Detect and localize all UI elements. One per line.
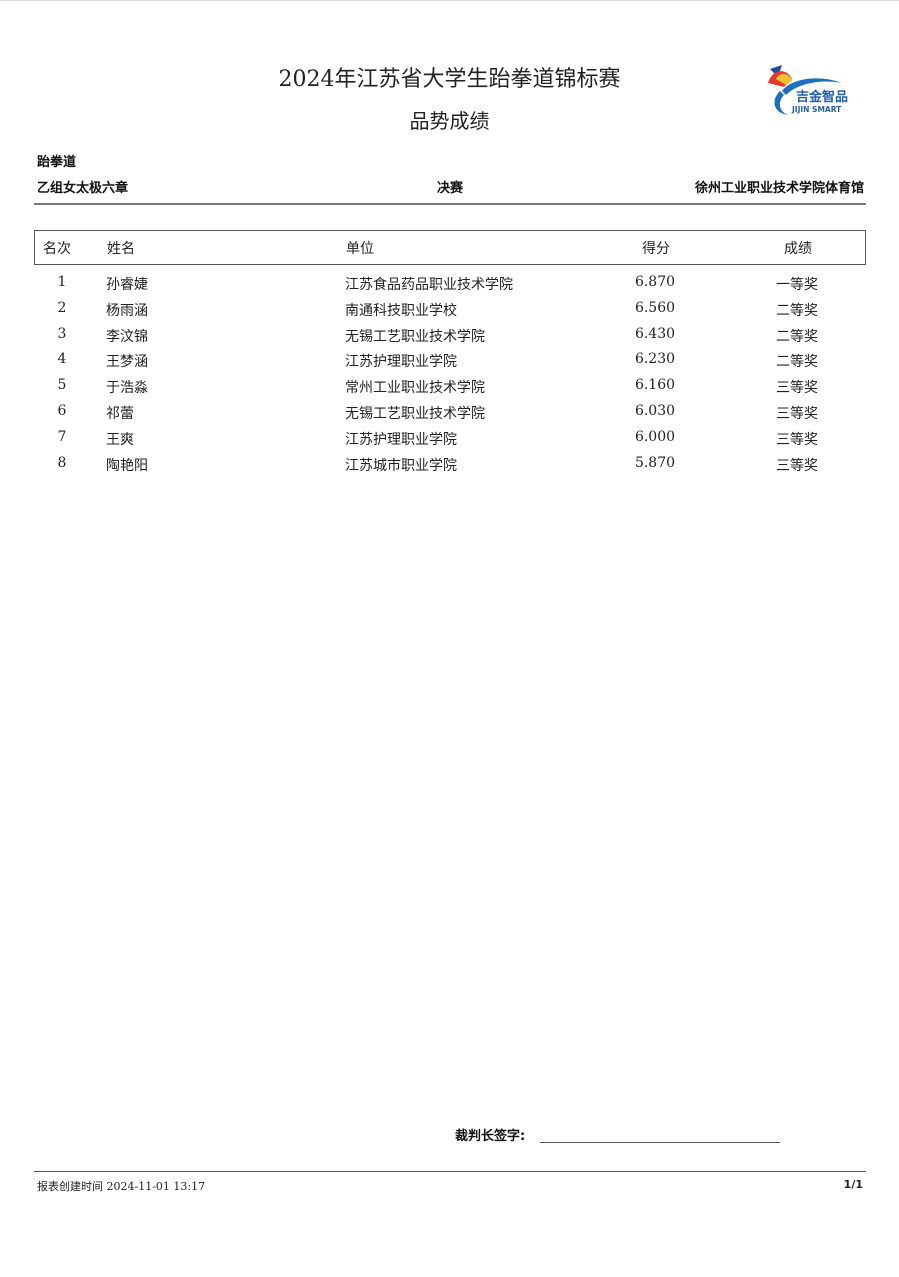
cell-rank: 3 xyxy=(57,325,67,342)
header-divider xyxy=(34,203,866,205)
cell-name: 杨雨涵 xyxy=(106,302,148,319)
cell-grade: 三等奖 xyxy=(776,406,818,422)
table-row: 8 陶艳阳 江苏城市职业学院 5.870 三等奖 xyxy=(0,451,899,477)
svg-text:JIJIN SMART: JIJIN SMART xyxy=(791,105,842,114)
column-header-grade: 成绩 xyxy=(784,241,812,257)
cell-rank: 2 xyxy=(57,299,67,316)
column-header-score: 得分 xyxy=(642,241,670,257)
cell-rank: 8 xyxy=(57,454,67,471)
cell-rank: 1 xyxy=(57,274,67,290)
table-row: 7 王爽 江苏护理职业学院 6.000 三等奖 xyxy=(0,425,899,451)
cell-score: 6.430 xyxy=(634,325,676,342)
cell-score: 6.000 xyxy=(634,428,676,445)
table-header: 名次 姓名 单位 得分 成绩 xyxy=(34,230,866,265)
cell-score: 6.870 xyxy=(634,274,676,290)
cell-name: 李汶锦 xyxy=(106,328,148,345)
cell-score: 6.230 xyxy=(634,351,676,368)
venue-label: 徐州工业职业技术学院体育馆 xyxy=(694,181,864,196)
created-value: 2024-11-01 13:17 xyxy=(106,1180,206,1193)
cell-score: 6.160 xyxy=(634,377,676,394)
cell-score: 6.560 xyxy=(634,299,676,316)
cell-name: 祁蕾 xyxy=(106,406,134,422)
table-row: 1 孙睿婕 江苏食品药品职业技术学院 6.870 一等奖 xyxy=(0,270,899,296)
svg-text:吉金智品: 吉金智品 xyxy=(796,89,848,105)
cell-unit: 江苏城市职业学院 xyxy=(345,457,457,474)
cell-rank: 4 xyxy=(57,351,67,368)
signature-label: 裁判长签字: xyxy=(455,1129,526,1144)
table-row: 2 杨雨涵 南通科技职业学校 6.560 二等奖 xyxy=(0,296,899,322)
cell-grade: 三等奖 xyxy=(776,457,818,474)
cell-score: 6.030 xyxy=(634,403,676,419)
jijin-smart-logo: 吉金智品 JIJIN SMART xyxy=(762,61,864,117)
created-time: 报表创建时间 2024-11-01 13:17 xyxy=(37,1178,205,1194)
cell-unit: 江苏护理职业学院 xyxy=(345,431,457,448)
footer-divider xyxy=(34,1171,866,1172)
created-label: 报表创建时间 xyxy=(37,1180,103,1193)
cell-grade: 二等奖 xyxy=(776,354,818,371)
table-row: 5 于浩淼 常州工业职业技术学院 6.160 三等奖 xyxy=(0,373,899,399)
cell-name: 于浩淼 xyxy=(106,380,148,397)
cell-name: 王爽 xyxy=(106,431,134,448)
round-label: 决赛 xyxy=(436,181,463,196)
cell-grade: 二等奖 xyxy=(776,302,818,319)
cell-rank: 6 xyxy=(57,403,67,419)
cell-rank: 7 xyxy=(57,428,67,445)
cell-rank: 5 xyxy=(57,377,67,394)
cell-grade: 三等奖 xyxy=(776,380,818,397)
table-row: 4 王梦涵 江苏护理职业学院 6.230 二等奖 xyxy=(0,347,899,373)
cell-unit: 江苏护理职业学院 xyxy=(345,354,457,371)
cell-grade: 三等奖 xyxy=(776,431,818,448)
table-row: 6 祁蕾 无锡工艺职业技术学院 6.030 三等奖 xyxy=(0,399,899,425)
cell-name: 陶艳阳 xyxy=(106,457,148,474)
column-header-unit: 单位 xyxy=(346,241,374,257)
column-header-name: 姓名 xyxy=(107,241,135,257)
cell-unit: 常州工业职业技术学院 xyxy=(345,380,485,397)
cell-unit: 江苏食品药品职业技术学院 xyxy=(345,277,513,293)
page-number: 1/1 xyxy=(843,1178,863,1191)
cell-unit: 南通科技职业学校 xyxy=(345,302,457,319)
page-subtitle: 品势成绩 xyxy=(409,109,490,133)
cell-score: 5.870 xyxy=(634,454,676,471)
sport-label: 跆拳道 xyxy=(37,155,77,170)
table-row: 3 李汶锦 无锡工艺职业技术学院 6.430 二等奖 xyxy=(0,322,899,348)
category-label: 乙组女太极六章 xyxy=(37,181,129,196)
page-title: 2024年江苏省大学生跆拳道锦标赛 xyxy=(278,67,621,92)
cell-grade: 一等奖 xyxy=(776,277,818,293)
cell-name: 孙睿婕 xyxy=(106,277,148,293)
cell-unit: 无锡工艺职业技术学院 xyxy=(345,328,485,345)
cell-grade: 二等奖 xyxy=(776,328,818,345)
cell-name: 王梦涵 xyxy=(106,354,148,371)
signature-line xyxy=(540,1142,780,1143)
cell-unit: 无锡工艺职业技术学院 xyxy=(345,406,485,422)
column-header-rank: 名次 xyxy=(43,241,71,257)
